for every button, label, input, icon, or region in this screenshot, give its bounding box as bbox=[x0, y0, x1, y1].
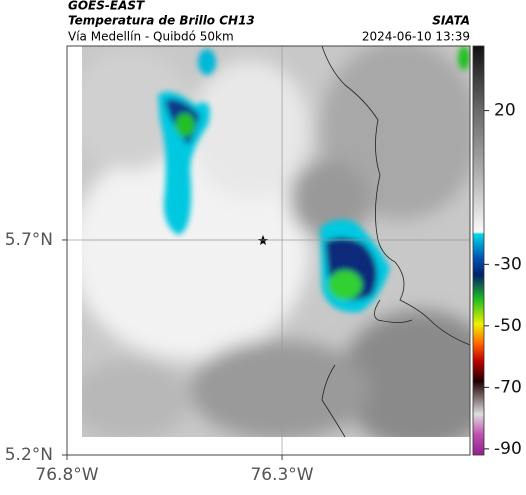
colorbar-label: -30 bbox=[494, 254, 522, 274]
title: GOES-EAST bbox=[68, 0, 145, 13]
map-frame bbox=[66, 45, 471, 456]
source: SIATA bbox=[432, 14, 470, 28]
datetime: 2024-06-10 13:39 bbox=[362, 30, 470, 44]
y-tick-label: 5.7°N bbox=[5, 230, 53, 250]
y-tick-label: 5.2°N bbox=[5, 445, 53, 465]
satellite-image bbox=[82, 46, 470, 437]
colorbar-label: -70 bbox=[494, 377, 522, 397]
caption: Vía Medellín - Quibdó 50km bbox=[68, 30, 234, 44]
colorbar-label: -90 bbox=[494, 439, 522, 459]
colorbar bbox=[472, 45, 485, 456]
x-tick-label: 76.8°W bbox=[35, 465, 98, 485]
colorbar-label: -50 bbox=[494, 316, 522, 336]
subtitle: Temperatura de Brillo CH13 bbox=[68, 14, 255, 28]
x-tick-label: 76.3°W bbox=[250, 465, 313, 485]
colorbar-label: 20 bbox=[494, 101, 516, 121]
